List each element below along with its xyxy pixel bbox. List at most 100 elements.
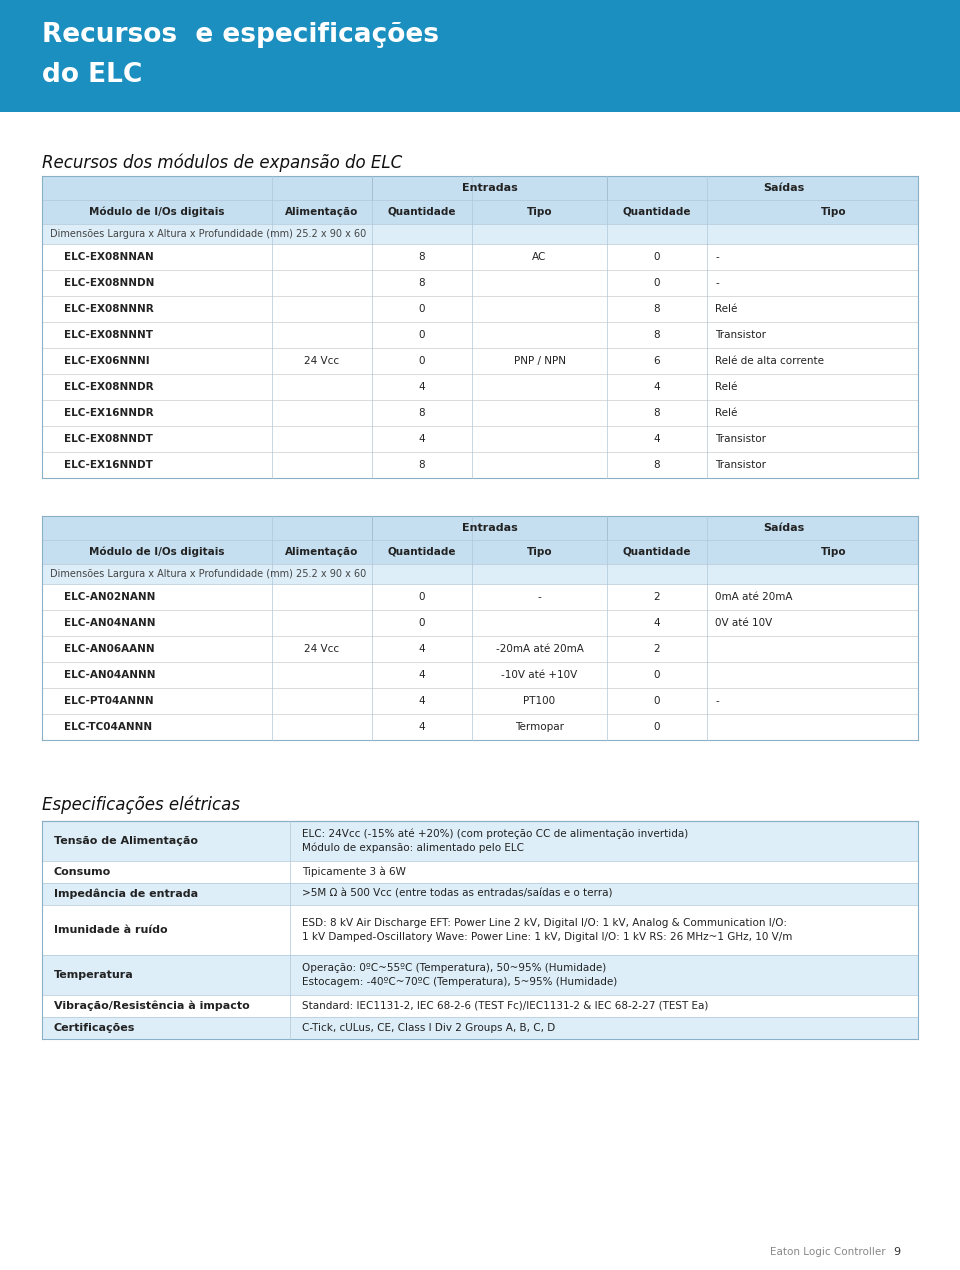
Text: Tipo: Tipo xyxy=(527,547,552,558)
Text: Recursos  e especificações: Recursos e especificações xyxy=(42,22,439,48)
Text: Consumo: Consumo xyxy=(54,867,111,878)
Text: ELC-AN02NANN: ELC-AN02NANN xyxy=(64,592,156,602)
Text: 4: 4 xyxy=(654,382,660,392)
Text: ESD: 8 kV Air Discharge EFT: Power Line 2 kV, Digital I/O: 1 kV, Analog & Commun: ESD: 8 kV Air Discharge EFT: Power Line … xyxy=(302,918,792,941)
Bar xyxy=(42,425,918,452)
Bar xyxy=(42,177,918,199)
Text: Dimensões Largura x Altura x Profundidade (mm) 25.2 x 90 x 60: Dimensões Largura x Altura x Profundidad… xyxy=(50,229,367,239)
Text: 8: 8 xyxy=(419,460,425,470)
Text: ELC-PT04ANNN: ELC-PT04ANNN xyxy=(64,696,154,706)
Text: 0: 0 xyxy=(654,671,660,679)
Bar xyxy=(42,199,918,224)
Text: ELC-TC04ANNN: ELC-TC04ANNN xyxy=(64,723,152,732)
Text: ELC-EX08NNDT: ELC-EX08NNDT xyxy=(64,434,153,444)
Text: 4: 4 xyxy=(419,696,425,706)
Text: Relé de alta corrente: Relé de alta corrente xyxy=(715,356,824,366)
Text: Operação: 0ºC~55ºC (Temperatura), 50~95% (Humidade)
Estocagem: -40ºC~70ºC (Tempe: Operação: 0ºC~55ºC (Temperatura), 50~95%… xyxy=(302,964,617,987)
Text: Especificações elétricas: Especificações elétricas xyxy=(42,795,240,814)
Text: Quantidade: Quantidade xyxy=(388,207,456,217)
Text: Certificações: Certificações xyxy=(54,1024,135,1033)
Bar xyxy=(42,296,918,323)
Bar xyxy=(42,348,918,373)
Text: Relé: Relé xyxy=(715,382,737,392)
Text: C-Tick, cULus, CE, Class I Div 2 Groups A, B, C, D: C-Tick, cULus, CE, Class I Div 2 Groups … xyxy=(302,1024,555,1033)
Text: 2: 2 xyxy=(654,644,660,654)
Text: Termopar: Termopar xyxy=(515,723,564,732)
Text: Módulo de I/Os digitais: Módulo de I/Os digitais xyxy=(89,547,225,558)
Text: -: - xyxy=(538,592,541,602)
Text: Alimentação: Alimentação xyxy=(285,207,359,217)
Text: Eaton Logic Controller: Eaton Logic Controller xyxy=(770,1247,886,1257)
Bar xyxy=(42,400,918,425)
Text: PNP / NPN: PNP / NPN xyxy=(514,356,565,366)
Text: ELC-EX16NNDT: ELC-EX16NNDT xyxy=(64,460,153,470)
Text: 8: 8 xyxy=(654,330,660,340)
Text: ELC-EX08NNAN: ELC-EX08NNAN xyxy=(64,251,154,262)
Text: Relé: Relé xyxy=(715,408,737,418)
Text: Quantidade: Quantidade xyxy=(623,547,691,558)
Bar xyxy=(42,564,918,584)
Bar xyxy=(42,662,918,688)
Text: do ELC: do ELC xyxy=(42,62,142,88)
Bar xyxy=(42,323,918,348)
Bar xyxy=(42,452,918,478)
Text: ELC-EX08NNDR: ELC-EX08NNDR xyxy=(64,382,154,392)
Text: Saídas: Saídas xyxy=(763,183,804,193)
Text: Transistor: Transistor xyxy=(715,330,766,340)
Bar xyxy=(42,540,918,564)
Text: 8: 8 xyxy=(654,408,660,418)
Text: ELC-AN04NANN: ELC-AN04NANN xyxy=(64,618,156,627)
Text: Vibração/Resistência à impacto: Vibração/Resistência à impacto xyxy=(54,1001,250,1011)
Text: 0: 0 xyxy=(419,304,425,314)
Text: Imunidade à ruído: Imunidade à ruído xyxy=(54,925,168,935)
Text: ELC-EX08NNNT: ELC-EX08NNNT xyxy=(64,330,153,340)
Bar xyxy=(42,994,918,1017)
Bar xyxy=(42,636,918,662)
Text: -: - xyxy=(715,696,719,706)
Bar xyxy=(42,861,918,883)
Text: 4: 4 xyxy=(654,434,660,444)
Bar xyxy=(42,1017,918,1039)
Text: 8: 8 xyxy=(419,408,425,418)
Text: Alimentação: Alimentação xyxy=(285,547,359,558)
Bar xyxy=(42,688,918,714)
Text: 0: 0 xyxy=(654,251,660,262)
Bar xyxy=(42,610,918,636)
Text: ELC-EX08NNDN: ELC-EX08NNDN xyxy=(64,278,155,288)
Text: >5M Ω à 500 Vcc (entre todas as entradas/saídas e o terra): >5M Ω à 500 Vcc (entre todas as entradas… xyxy=(302,889,612,899)
Bar xyxy=(42,955,918,994)
Text: 0mA até 20mA: 0mA até 20mA xyxy=(715,592,793,602)
Text: Recursos dos módulos de expansão do ELC: Recursos dos módulos de expansão do ELC xyxy=(42,154,402,173)
Text: Entradas: Entradas xyxy=(462,183,517,193)
Text: Temperatura: Temperatura xyxy=(54,970,133,980)
Text: 24 Vcc: 24 Vcc xyxy=(304,644,340,654)
Bar xyxy=(42,714,918,740)
Text: Entradas: Entradas xyxy=(462,523,517,533)
Text: 4: 4 xyxy=(419,434,425,444)
Bar xyxy=(42,516,918,540)
Text: 6: 6 xyxy=(654,356,660,366)
Text: 8: 8 xyxy=(419,251,425,262)
Text: -10V até +10V: -10V até +10V xyxy=(501,671,578,679)
Text: 0: 0 xyxy=(419,356,425,366)
Bar xyxy=(42,244,918,271)
Text: Impedância de entrada: Impedância de entrada xyxy=(54,889,198,899)
Text: 0: 0 xyxy=(419,592,425,602)
Text: ELC-EX06NNNI: ELC-EX06NNNI xyxy=(64,356,150,366)
Text: Tipo: Tipo xyxy=(821,547,847,558)
Text: Tensão de Alimentação: Tensão de Alimentação xyxy=(54,836,198,846)
Text: 4: 4 xyxy=(419,723,425,732)
Text: Transistor: Transistor xyxy=(715,434,766,444)
Text: 8: 8 xyxy=(654,304,660,314)
Text: Transistor: Transistor xyxy=(715,460,766,470)
Bar xyxy=(42,883,918,906)
Text: ELC-EX16NNDR: ELC-EX16NNDR xyxy=(64,408,154,418)
Text: Standard: IEC1131-2, IEC 68-2-6 (TEST Fc)/IEC1131-2 & IEC 68-2-27 (TEST Ea): Standard: IEC1131-2, IEC 68-2-6 (TEST Fc… xyxy=(302,1001,708,1011)
Text: -20mA até 20mA: -20mA até 20mA xyxy=(495,644,584,654)
Bar xyxy=(42,820,918,861)
Bar xyxy=(42,373,918,400)
Text: 2: 2 xyxy=(654,592,660,602)
Text: Tipicamente 3 à 6W: Tipicamente 3 à 6W xyxy=(302,866,406,878)
Bar xyxy=(42,906,918,955)
Text: 0: 0 xyxy=(654,723,660,732)
